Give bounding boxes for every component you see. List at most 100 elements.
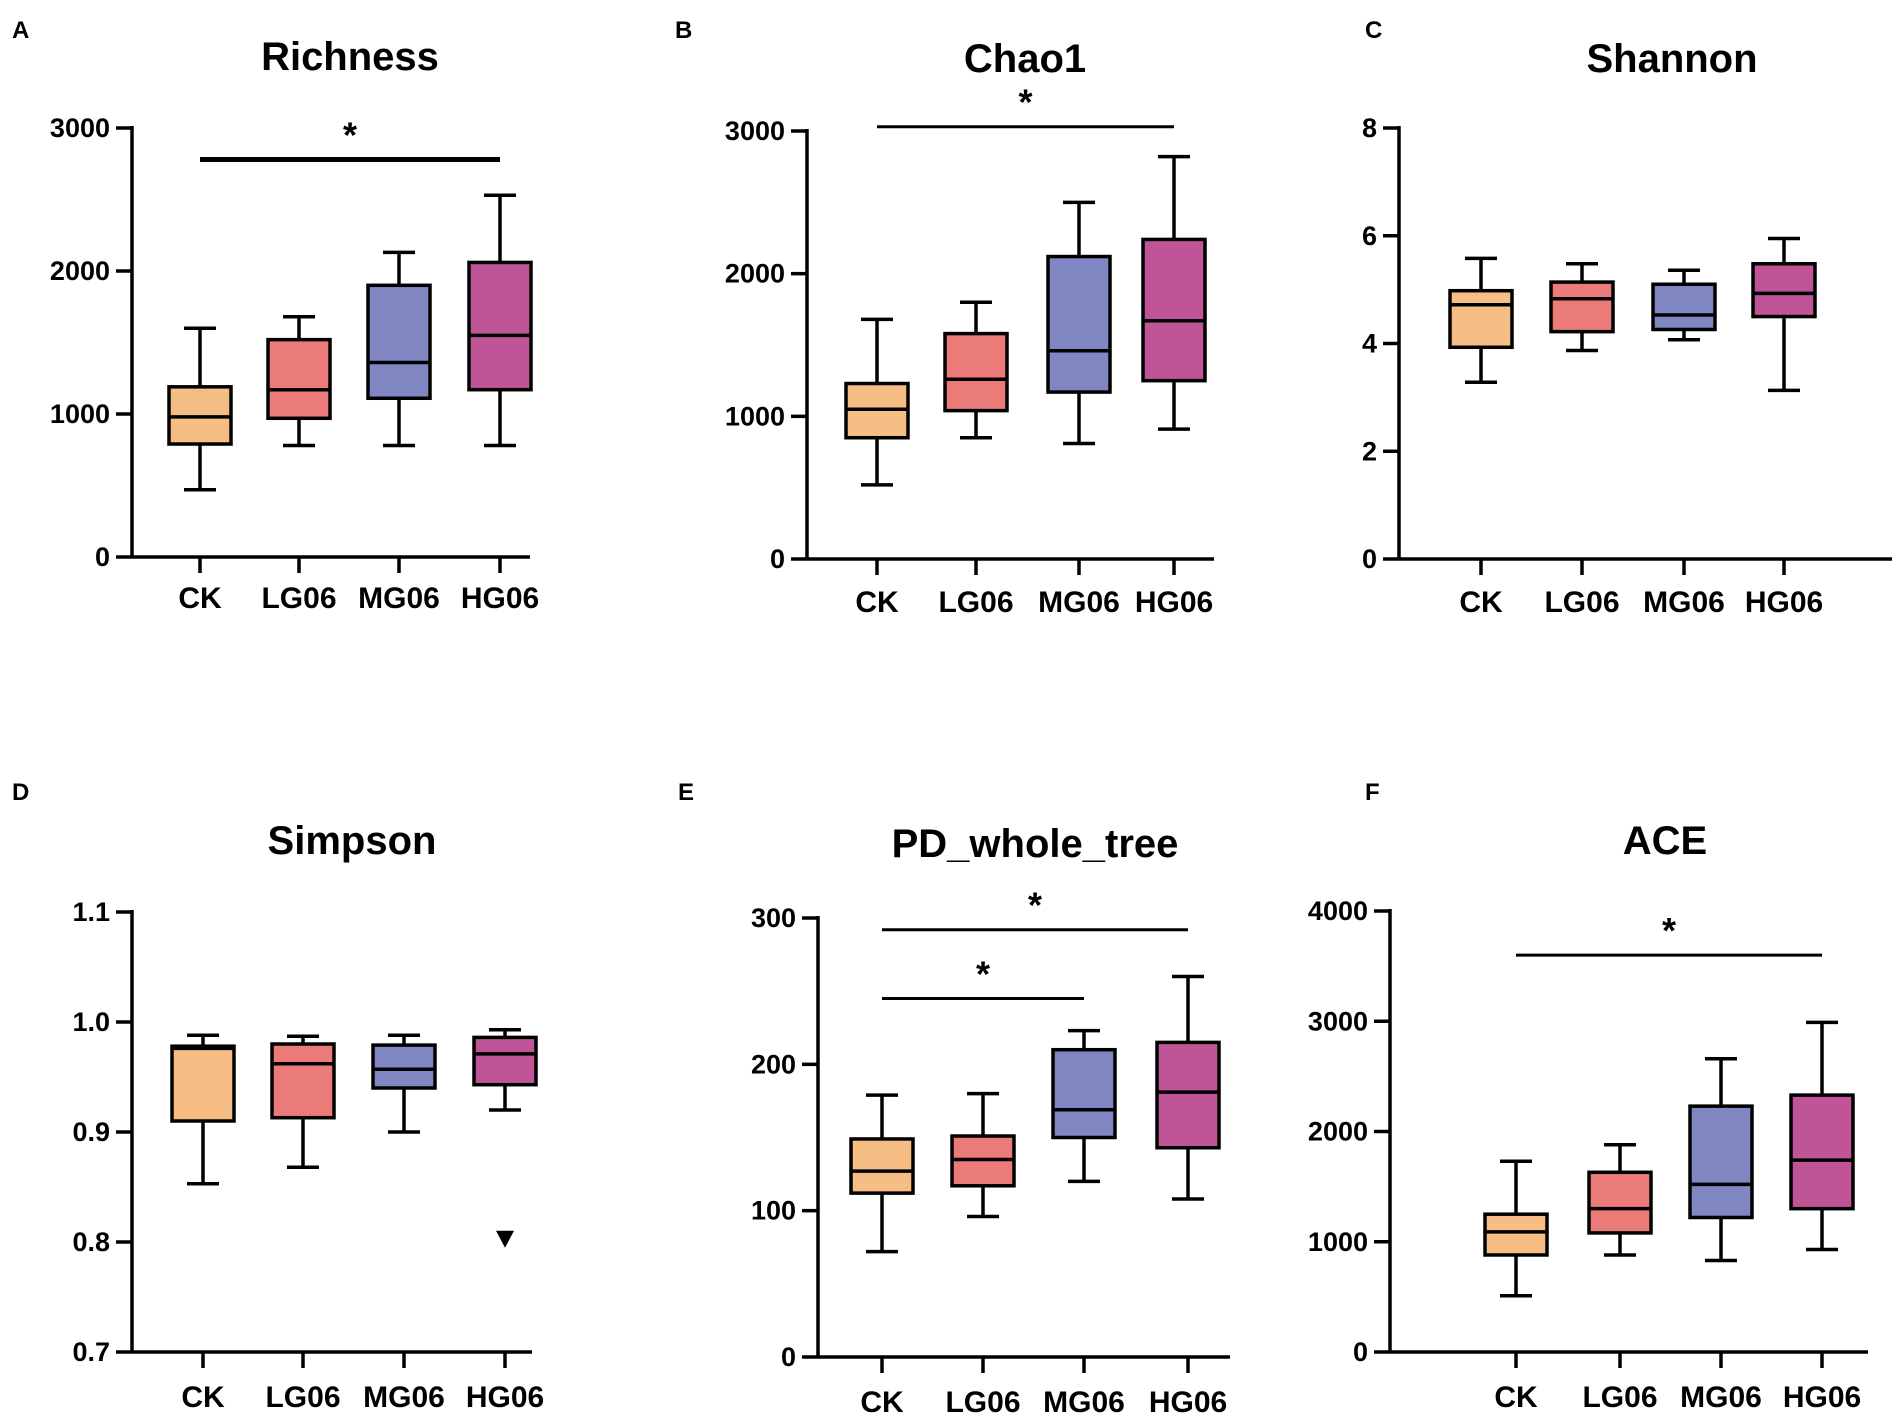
- iqr-box: [170, 1044, 236, 1123]
- y-tick-label: 0: [770, 544, 785, 574]
- iqr-box: [849, 1137, 915, 1195]
- significance-asterisk: *: [1662, 910, 1676, 951]
- box-ck: [167, 326, 233, 492]
- panel-letter: C: [1365, 17, 1382, 44]
- box-lg06: [950, 1091, 1016, 1219]
- iqr-box: [1141, 237, 1207, 383]
- y-tick-label: 2000: [725, 259, 785, 289]
- iqr-box: [1789, 1093, 1855, 1211]
- iqr-box: [472, 1035, 538, 1087]
- x-category-label: MG06: [1043, 1386, 1125, 1416]
- significance-asterisk: *: [1028, 885, 1042, 926]
- box-ck: [170, 1033, 236, 1186]
- box-ck: [1483, 1159, 1549, 1298]
- panel-a: A Richness 0 1000 2000 3000 CK LG06 MG06 HG06 *: [12, 17, 539, 615]
- panel-title: PD_whole_tree: [892, 822, 1179, 866]
- panel-title: Chao1: [964, 37, 1086, 81]
- x-category-label: LG06: [945, 1386, 1020, 1416]
- y-tick-label: 0.7: [72, 1337, 110, 1367]
- x-category-label: CK: [860, 1386, 904, 1416]
- x-category-label: LG06: [938, 586, 1013, 619]
- panel-letter: A: [12, 17, 29, 44]
- y-tick-label: 1.0: [72, 1007, 110, 1037]
- box-hg06: [472, 1027, 538, 1112]
- panel-f: F ACE 0 1000 2000 3000 4000 CK LG06 MG06 HG06 *: [1308, 779, 1868, 1414]
- x-category-label: LG06: [261, 582, 336, 615]
- panel-b: B Chao1 0 1000 2000 3000 CK LG06 MG06 HG06 *: [675, 17, 1214, 619]
- y-tick-label: 0: [1362, 544, 1377, 574]
- iqr-box: [266, 337, 332, 421]
- x-category-label: MG06: [1643, 586, 1725, 619]
- iqr-box: [366, 283, 432, 401]
- box-lg06: [1587, 1142, 1653, 1257]
- box-mg06: [1688, 1056, 1754, 1263]
- iqr-box: [1046, 254, 1112, 394]
- iqr-box: [1448, 288, 1514, 350]
- iqr-box: [1688, 1104, 1754, 1220]
- x-category-label: HG06: [461, 582, 539, 615]
- y-tick-label: 300: [751, 903, 796, 933]
- x-category-label: HG06: [1149, 1386, 1227, 1416]
- y-tick-label: 2000: [50, 256, 110, 286]
- x-category-label: LG06: [1582, 1381, 1657, 1414]
- box-hg06: [467, 193, 533, 448]
- outlier-marker: [496, 1230, 514, 1248]
- y-tick-label: 100: [751, 1196, 796, 1226]
- x-category-label: CK: [178, 582, 222, 615]
- x-category-label: MG06: [1038, 586, 1120, 619]
- y-tick-label: 3000: [50, 113, 110, 143]
- y-tick-label: 0.9: [72, 1117, 110, 1147]
- iqr-box: [1549, 280, 1615, 334]
- box-hg06: [1789, 1020, 1855, 1252]
- box-ck: [849, 1093, 915, 1254]
- box-lg06: [270, 1034, 336, 1169]
- significance-asterisk: *: [1018, 82, 1032, 123]
- y-tick-label: 4: [1362, 329, 1377, 359]
- x-category-label: MG06: [363, 1381, 445, 1414]
- y-tick-label: 8: [1362, 113, 1377, 143]
- panel-title: Richness: [261, 35, 439, 79]
- x-category-label: HG06: [1135, 586, 1213, 619]
- box-mg06: [1046, 200, 1112, 446]
- y-tick-label: 1000: [1308, 1227, 1368, 1257]
- significance-asterisk: *: [343, 114, 357, 155]
- y-tick-label: 2000: [1308, 1117, 1368, 1147]
- panel-title: ACE: [1623, 819, 1707, 863]
- x-category-label: LG06: [1544, 586, 1619, 619]
- box-mg06: [371, 1033, 437, 1134]
- iqr-box: [1483, 1212, 1549, 1257]
- x-category-label: CK: [181, 1381, 225, 1414]
- y-tick-label: 200: [751, 1049, 796, 1079]
- x-category-label: MG06: [358, 582, 440, 615]
- panel-letter: E: [678, 779, 694, 806]
- iqr-box: [270, 1042, 336, 1120]
- panel-c: C Shannon 0 2 4 6 8 CK LG06 MG06 HG06: [1362, 17, 1892, 619]
- x-category-label: CK: [1494, 1381, 1538, 1414]
- box-lg06: [266, 315, 332, 448]
- y-tick-label: 3000: [1308, 1006, 1368, 1036]
- y-tick-label: 4000: [1308, 896, 1368, 926]
- box-hg06: [1141, 154, 1207, 431]
- box-ck: [1448, 256, 1514, 385]
- iqr-box: [1751, 262, 1817, 319]
- box-lg06: [943, 300, 1009, 440]
- box-mg06: [366, 250, 432, 448]
- x-category-label: HG06: [1783, 1381, 1861, 1414]
- iqr-box: [1651, 282, 1717, 332]
- panel-d: D Simpson 0.7 0.8 0.9 1.0 1.1 CK LG06 MG06 HG06: [12, 779, 544, 1414]
- box-lg06: [1549, 262, 1615, 353]
- y-tick-label: 0: [95, 542, 110, 572]
- iqr-box: [371, 1043, 437, 1090]
- iqr-box: [1155, 1040, 1221, 1150]
- x-category-label: LG06: [265, 1381, 340, 1414]
- y-tick-label: 0.8: [72, 1227, 110, 1257]
- x-category-label: CK: [1459, 586, 1503, 619]
- panel-e: E PD_whole_tree 0 100 200 300 CK LG06 MG06 HG06 * *: [678, 779, 1230, 1416]
- iqr-box: [467, 260, 533, 392]
- box-hg06: [1155, 974, 1221, 1201]
- box-hg06: [1751, 236, 1817, 393]
- y-tick-label: 0: [781, 1342, 796, 1372]
- x-category-label: HG06: [466, 1381, 544, 1414]
- y-tick-label: 2: [1362, 436, 1377, 466]
